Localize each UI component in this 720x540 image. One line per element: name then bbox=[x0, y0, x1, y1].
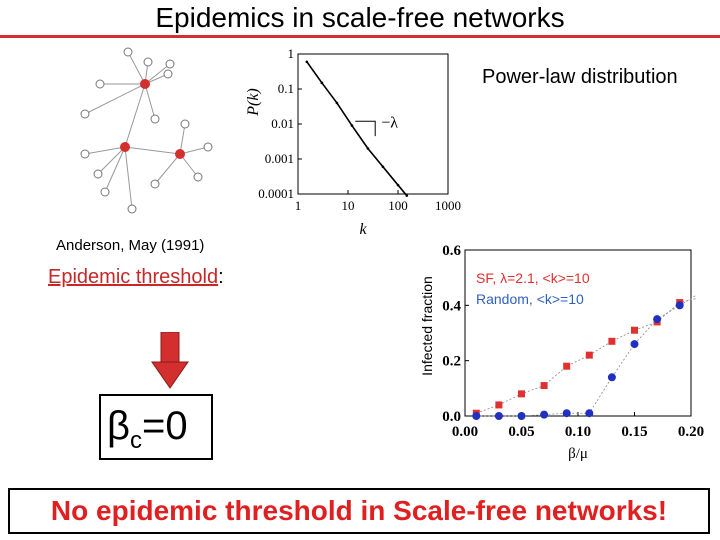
powerlaw-point bbox=[320, 81, 324, 85]
title-divider bbox=[0, 35, 720, 38]
random-point bbox=[562, 409, 571, 418]
page-title: Epidemics in scale-free networks bbox=[155, 2, 565, 33]
down-arrow-icon bbox=[151, 332, 189, 389]
powerlaw-x-axis-label: k bbox=[359, 221, 367, 237]
threshold-label-text: Epidemic threshold bbox=[48, 266, 219, 288]
powerlaw-point bbox=[305, 60, 309, 64]
powerlaw-frame bbox=[297, 53, 449, 195]
random-point bbox=[653, 315, 662, 324]
legend-sf-text: SF, λ=2.1, <k>=10 bbox=[476, 270, 590, 286]
sf-point bbox=[699, 294, 706, 301]
sf-point bbox=[563, 362, 571, 370]
epidemic-y-tick-label: 0.6 bbox=[442, 243, 461, 259]
powerlaw-x-tick-label: 100 bbox=[388, 198, 408, 213]
sf-point bbox=[585, 351, 593, 359]
epidemic-y-tick-label: 0.0 bbox=[442, 409, 461, 425]
beta-subscript: c bbox=[130, 427, 143, 454]
random-point bbox=[698, 288, 706, 296]
powerlaw-y-tick-label: 0.1 bbox=[278, 81, 294, 96]
citation: Anderson, May (1991) bbox=[56, 237, 205, 254]
powerlaw-point bbox=[396, 183, 400, 187]
powerlaw-y-tick-label: 0.0001 bbox=[258, 186, 294, 201]
epidemic-x-tick-label: 0.00 bbox=[452, 424, 478, 440]
powerlaw-label: Power-law distribution bbox=[482, 66, 678, 88]
powerlaw-point bbox=[366, 147, 370, 150]
random-point bbox=[607, 373, 616, 382]
powerlaw-point bbox=[405, 194, 409, 197]
legend-sf: SF, λ=2.1, <k>=10 bbox=[476, 270, 590, 286]
random-point bbox=[630, 340, 639, 349]
random-point bbox=[540, 410, 549, 419]
sf-point bbox=[540, 382, 548, 390]
sf-point bbox=[608, 337, 616, 345]
sf-point bbox=[631, 326, 638, 334]
powerlaw-series-line bbox=[306, 61, 408, 197]
random-point bbox=[585, 409, 594, 418]
epidemic-x-tick-label: 0.15 bbox=[621, 424, 647, 440]
powerlaw-slope-label: −λ bbox=[381, 114, 398, 131]
epidemic-x-tick-label: 0.20 bbox=[678, 424, 704, 440]
epidemic-x-tick-label: 0.10 bbox=[565, 424, 591, 440]
powerlaw-slope-triangle bbox=[355, 120, 376, 137]
random-point bbox=[494, 412, 503, 420]
network-graph-icon bbox=[80, 47, 213, 214]
sf-series bbox=[472, 294, 706, 417]
powerlaw-x-tick-label: 1000 bbox=[435, 198, 461, 213]
powerlaw-point bbox=[381, 165, 385, 169]
random-point bbox=[675, 301, 684, 310]
powerlaw-x-tick-label: 1 bbox=[295, 198, 302, 213]
threshold-label-suffix: : bbox=[218, 266, 224, 288]
powerlaw-x-tick-label: 10 bbox=[342, 198, 355, 213]
legend-random: Random, <k>=10 bbox=[476, 291, 584, 307]
random-point bbox=[472, 412, 481, 420]
powerlaw-y-axis-label: P(k) bbox=[245, 88, 262, 117]
powerlaw-y-tick-label: 0.01 bbox=[271, 116, 294, 131]
powerlaw-y-tick-label: 0.001 bbox=[265, 151, 294, 166]
network-edges bbox=[84, 51, 209, 210]
network-hubs bbox=[120, 79, 185, 159]
epidemic-y-tick-label: 0.4 bbox=[442, 298, 461, 314]
conclusion-box: No epidemic threshold in Scale-free netw… bbox=[8, 488, 710, 534]
epidemic-chart: 0.00 0.05 0.10 0.15 0.20 0.0 0.2 0.4 0.6 β/μ bbox=[442, 243, 706, 462]
threshold-label: Epidemic threshold: bbox=[48, 266, 224, 289]
powerlaw-y-tick-label: 1 bbox=[288, 46, 295, 61]
sf-point bbox=[518, 390, 525, 398]
random-point bbox=[517, 412, 526, 420]
sf-point bbox=[495, 401, 503, 409]
powerlaw-point bbox=[350, 124, 354, 127]
epidemic-y-tick-label: 0.2 bbox=[442, 354, 461, 370]
legend-random-text: Random, <k>=10 bbox=[476, 291, 584, 307]
powerlaw-point bbox=[335, 101, 339, 105]
powerlaw-chart: 1 10 100 1000 1 0.1 0.01 0.001 0.0001 k P(k) −λ bbox=[245, 46, 461, 237]
random-series bbox=[472, 288, 706, 420]
beta-symbol: β bbox=[107, 404, 131, 448]
epidemic-x-tick-label: 0.05 bbox=[508, 424, 534, 440]
network-nodes bbox=[80, 47, 213, 214]
beta-value: =0 bbox=[142, 404, 188, 448]
epidemic-x-axis-label: β/μ bbox=[568, 446, 588, 462]
beta-critical-box: βc=0 bbox=[99, 394, 213, 460]
